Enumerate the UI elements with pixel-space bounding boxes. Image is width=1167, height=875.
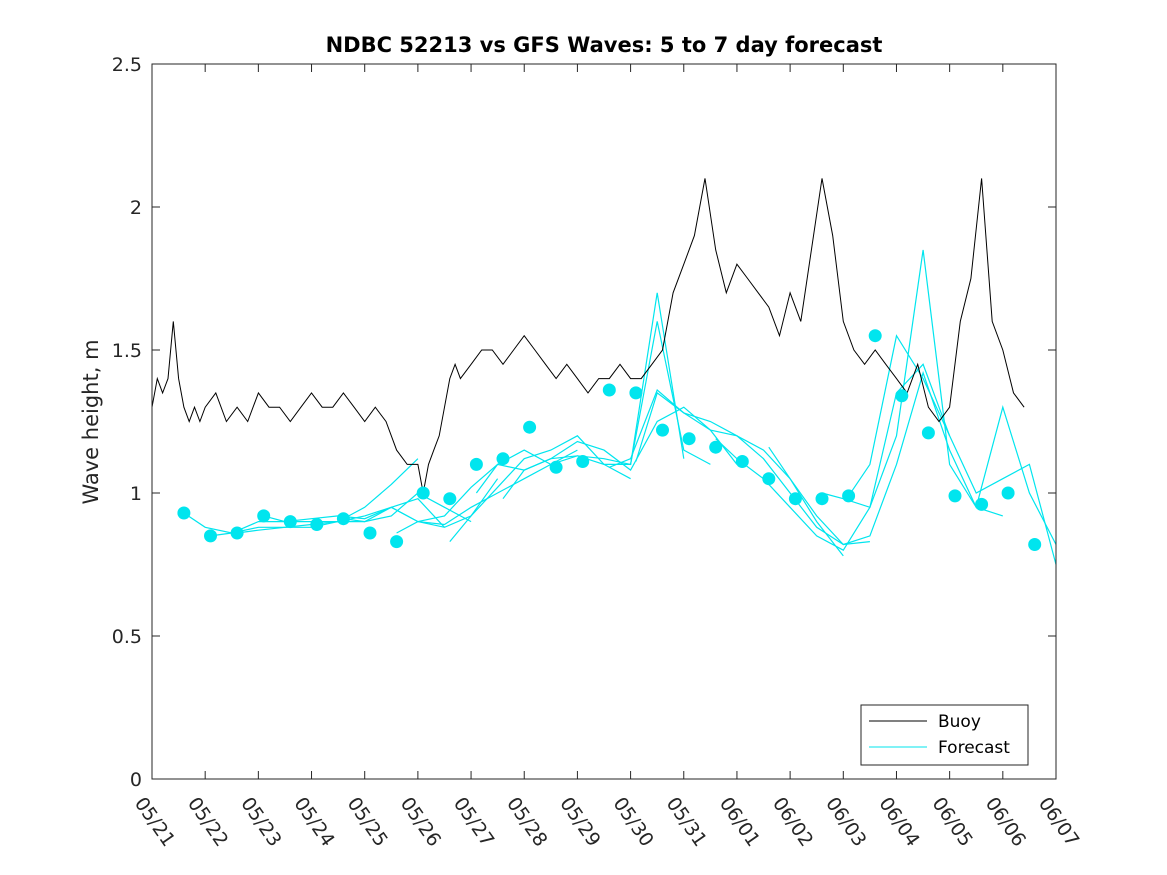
forecast-run-6 [396, 455, 631, 534]
x-tick-label: 05/23 [236, 793, 285, 850]
plot-background [152, 64, 1056, 779]
forecast-marker [576, 455, 590, 468]
x-tick-label: 05/30 [608, 793, 657, 850]
forecast-run-2 [210, 498, 445, 537]
forecast-marker [709, 440, 723, 454]
forecast-run-1 [183, 458, 419, 534]
x-tick-label: 06/06 [981, 793, 1030, 850]
forecast-marker [523, 420, 537, 434]
forecast-run-3 [237, 492, 472, 534]
forecast-run-4 [263, 478, 499, 528]
x-tick-label: 06/01 [715, 793, 764, 850]
forecast-run-5 [343, 449, 578, 526]
forecast-run-7 [449, 292, 685, 542]
forecast-marker [975, 497, 989, 511]
legend-box [860, 704, 1029, 766]
y-tick-label: 1.5 [112, 340, 142, 362]
forecast-marker [257, 509, 271, 523]
forecast-marker [629, 386, 643, 400]
y-tick-label: 0.5 [112, 626, 142, 648]
x-tick-label: 05/26 [396, 793, 445, 850]
buoy-series [151, 178, 1025, 494]
forecast-run-10 [609, 388, 844, 557]
x-tick-label: 05/27 [449, 793, 498, 850]
forecast-marker [549, 460, 563, 474]
legend: Buoy Forecast [860, 704, 1029, 766]
x-tick-label: 06/05 [928, 793, 977, 850]
forecast-marker [762, 472, 776, 486]
x-tick-label: 05/29 [555, 793, 604, 850]
forecast-marker [682, 432, 696, 446]
forecast-marker [735, 455, 749, 468]
y-tick-label: 0 [130, 769, 142, 791]
forecast-marker [416, 486, 430, 500]
forecast-marker [469, 457, 483, 471]
y-tick-label: 2 [130, 197, 142, 219]
legend-buoy-label: Buoy [938, 712, 981, 732]
forecast-marker [815, 492, 829, 506]
legend-forecast-label: Forecast [938, 738, 1010, 758]
forecast-marker [868, 329, 882, 343]
forecast-run-13 [768, 370, 1003, 546]
forecast-marker [948, 489, 962, 503]
forecast-marker [656, 423, 669, 437]
forecast-marker [230, 526, 244, 540]
y-tick-label: 2.5 [112, 54, 142, 76]
forecast-marker [921, 426, 935, 440]
forecast-marker [336, 512, 350, 526]
forecast-marker [496, 452, 510, 466]
forecast-marker [363, 526, 377, 540]
x-tick-label: 06/04 [874, 793, 923, 850]
axes-box [151, 63, 1057, 780]
x-tick-label: 05/24 [289, 793, 338, 850]
forecast-marker [310, 518, 324, 531]
x-tick-label: 05/21 [130, 793, 179, 850]
forecast-marker [842, 489, 856, 503]
forecast-marker [390, 535, 404, 549]
forecast-run-8 [475, 321, 711, 494]
y-tick-label: 1 [130, 483, 142, 505]
forecast-marker [788, 492, 802, 506]
forecast-marker [602, 383, 616, 397]
forecast-run-14 [821, 249, 1057, 545]
forecast-run-11 [635, 391, 870, 546]
y-axis-label: Wave height, m [79, 339, 103, 504]
forecast-marker [443, 492, 457, 506]
forecast-run-15 [848, 334, 1057, 565]
x-tick-label: 05/28 [502, 793, 551, 850]
forecast-marker [204, 529, 217, 543]
x-tick-label: 06/07 [1034, 793, 1083, 850]
forecast-run-12 [715, 363, 951, 551]
x-tick-label: 05/22 [183, 793, 232, 850]
forecast-marker [177, 506, 191, 520]
forecast-run-9 [502, 406, 738, 500]
x-tick-label: 06/02 [768, 793, 817, 850]
plot-area: 00.511.522.505/21 05/22 05/23 05/24 05/25 05/… [112, 54, 1084, 851]
x-tick-label: 06/03 [821, 793, 870, 850]
x-tick-label: 05/31 [662, 793, 711, 850]
chart-title: NDBC 52213 vs GFS Waves: 5 to 7 day fore… [326, 33, 883, 57]
forecast-marker [1001, 486, 1015, 500]
forecast-marker [1028, 538, 1042, 551]
forecast-marker [283, 515, 297, 529]
forecast-marker [895, 389, 909, 403]
x-tick-label: 05/25 [343, 793, 392, 850]
